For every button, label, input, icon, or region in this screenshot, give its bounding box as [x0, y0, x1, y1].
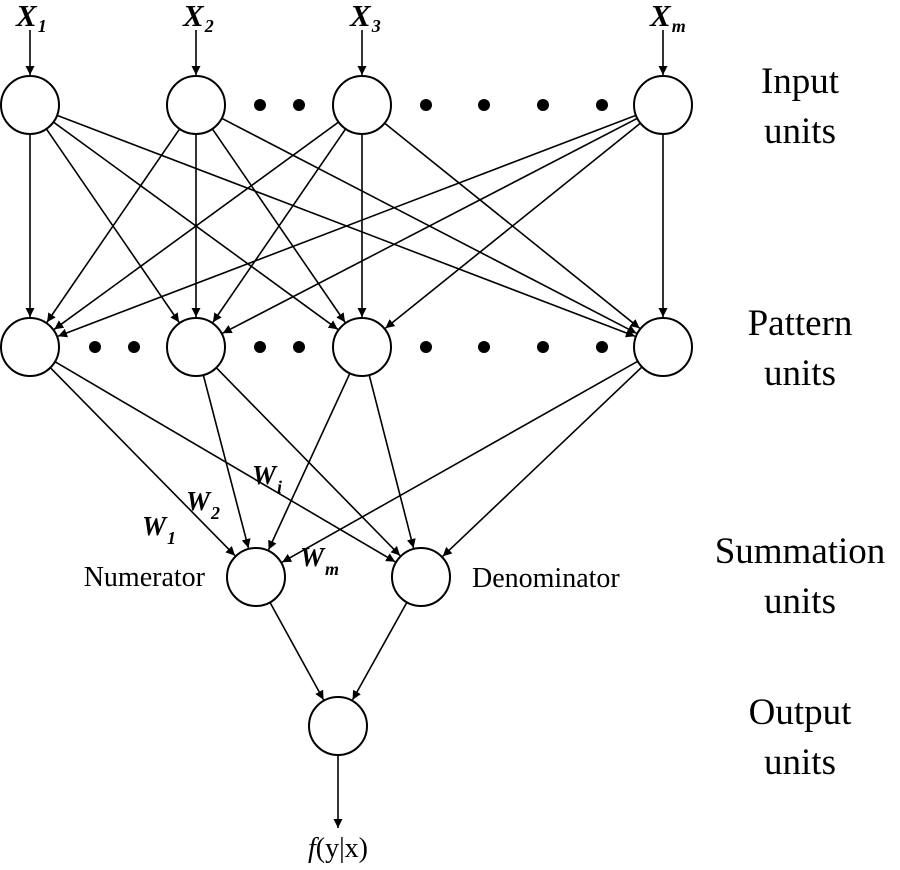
input-ellipsis-dot-5 — [537, 99, 549, 111]
output-units-label-line1: Output — [749, 692, 853, 733]
pattern-ellipsis-dot-8 — [596, 341, 608, 353]
edge-pattern-2-numerator-unit — [202, 374, 251, 549]
weight-label-wm: Wm — [300, 542, 339, 579]
input-label-x2: X2 — [182, 0, 214, 36]
edge-pattern-3-denominator-unit — [368, 374, 416, 549]
input-ellipsis-dot-6 — [596, 99, 608, 111]
edge-input-4-pattern-3 — [384, 122, 641, 329]
pattern-ellipsis-dot-6 — [478, 341, 490, 353]
pattern-ellipsis-dot-5 — [420, 341, 432, 353]
edge-pattern-1-numerator-unit — [49, 367, 236, 557]
edge-pattern-2-denominator-unit — [215, 367, 401, 557]
input-unit-m — [633, 75, 693, 135]
edge-pattern-1-denominator-unit — [54, 361, 396, 563]
edge-pattern-3-numerator-unit — [267, 373, 351, 551]
pattern-unit-1 — [0, 317, 60, 377]
denominator-label: Denominator — [472, 563, 620, 594]
pattern-units-label-line2: units — [764, 353, 836, 394]
ellipsis-dots — [89, 99, 608, 353]
pattern-unit-m — [633, 317, 693, 377]
pattern-ellipsis-dot-3 — [254, 341, 266, 353]
pattern-unit-2 — [166, 317, 226, 377]
edge-input-4-pattern-1 — [57, 114, 637, 338]
input-unit-3 — [332, 75, 392, 135]
input-ellipsis-dot-1 — [254, 99, 266, 111]
numerator-label: Numerator — [84, 562, 206, 593]
edge-input-4-pattern-2 — [222, 117, 638, 334]
units — [0, 75, 693, 756]
summation-units-label-line2: units — [764, 581, 836, 622]
pattern-ellipsis-dot-2 — [128, 341, 140, 353]
input-unit-2 — [166, 75, 226, 135]
denominator-unit — [391, 547, 451, 607]
edge-input-3-pattern-2 — [212, 128, 347, 323]
pattern-units-label-line1: Pattern — [748, 303, 853, 344]
edge-pattern-4-denominator-unit — [442, 366, 643, 557]
edge-input-2-pattern-1 — [46, 128, 181, 323]
input-label-xm: Xm — [649, 0, 686, 36]
input-ellipsis-dot-4 — [478, 99, 490, 111]
summation-units-label-line1: Summation — [715, 531, 886, 572]
pattern-ellipsis-dot-1 — [89, 341, 101, 353]
output-units-label-line2: units — [764, 742, 836, 783]
connections — [25, 30, 668, 828]
edge-denominator-unit-output — [351, 601, 408, 701]
output-expression: f(y|x) — [308, 833, 368, 864]
input-unit-1 — [0, 75, 60, 135]
weight-label-w1: W1 — [142, 511, 176, 548]
output-unit — [308, 696, 368, 756]
pattern-unit-3 — [332, 317, 392, 377]
input-ellipsis-dot-2 — [293, 99, 305, 111]
edge-pattern-4-numerator-unit — [281, 360, 639, 563]
input-ellipsis-dot-3 — [420, 99, 432, 111]
input-units-label-line1: Input — [761, 61, 840, 102]
edge-input-3-pattern-1 — [53, 121, 340, 330]
input-units-label-line2: units — [764, 111, 836, 152]
numerator-unit — [226, 547, 286, 607]
pattern-ellipsis-dot-7 — [537, 341, 549, 353]
pattern-ellipsis-dot-4 — [293, 341, 305, 353]
input-label-x3: X3 — [349, 0, 381, 36]
edge-numerator-unit-output — [269, 602, 325, 701]
input-label-x1: X1 — [15, 0, 47, 36]
weight-label-wi: Wi — [252, 460, 282, 497]
weight-label-w2: W2 — [186, 486, 220, 523]
